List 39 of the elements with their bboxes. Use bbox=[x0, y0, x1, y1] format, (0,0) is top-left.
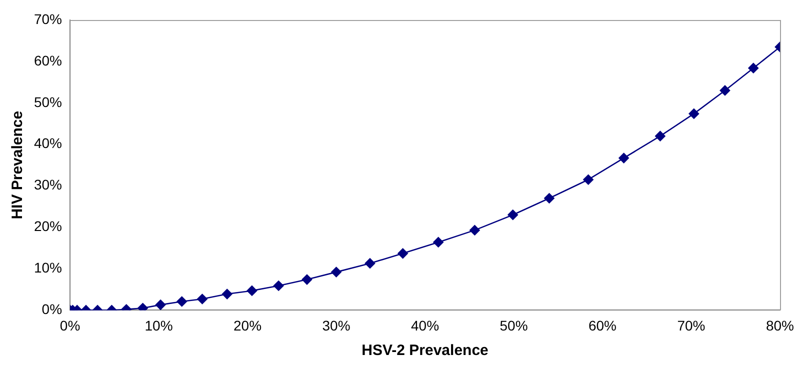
point bbox=[470, 225, 480, 236]
x-tick-label: 20% bbox=[234, 317, 262, 334]
point bbox=[720, 85, 730, 96]
point bbox=[364, 258, 376, 269]
x-tick-label: 70% bbox=[677, 317, 706, 334]
x-tick-label: 40% bbox=[410, 317, 440, 334]
point bbox=[655, 130, 666, 142]
y-tick-label: 0% bbox=[42, 301, 62, 318]
point bbox=[688, 108, 700, 119]
point bbox=[618, 152, 629, 164]
x-tick-label: 0% bbox=[60, 317, 80, 334]
point bbox=[398, 248, 408, 259]
point bbox=[583, 174, 594, 185]
y-tick-label: 60% bbox=[34, 52, 62, 68]
x-tick-label: 30% bbox=[322, 317, 350, 334]
y-tick-label: 50% bbox=[34, 94, 62, 110]
y-tick-label: 10% bbox=[34, 260, 62, 276]
y-tick-label: 30% bbox=[34, 176, 62, 193]
point bbox=[155, 300, 166, 310]
y-tick-label: 70% bbox=[34, 10, 62, 27]
point bbox=[246, 286, 258, 296]
point bbox=[508, 210, 518, 220]
point bbox=[273, 280, 284, 291]
y-axis-title: HIV Prevalence bbox=[9, 110, 26, 220]
point bbox=[197, 294, 208, 304]
point bbox=[176, 296, 187, 307]
point bbox=[433, 237, 444, 248]
point bbox=[302, 274, 312, 285]
x-axis-title: HSV-2 Prevalence bbox=[362, 342, 488, 360]
point bbox=[544, 193, 554, 204]
x-tick-label: 80% bbox=[766, 317, 794, 334]
x-tick-label: 10% bbox=[144, 317, 173, 334]
point bbox=[748, 62, 759, 74]
x-tick-label: 50% bbox=[500, 317, 528, 334]
x-tick-label: 60% bbox=[588, 317, 617, 334]
y-tick-label: 20% bbox=[34, 218, 62, 234]
point bbox=[222, 288, 232, 300]
point bbox=[331, 266, 342, 278]
y-tick-label: 40% bbox=[34, 135, 62, 152]
